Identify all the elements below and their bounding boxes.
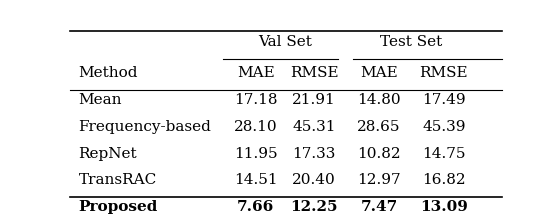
Text: 12.25: 12.25 xyxy=(290,200,338,214)
Text: 16.82: 16.82 xyxy=(422,173,465,187)
Text: 17.49: 17.49 xyxy=(422,93,465,107)
Text: 14.80: 14.80 xyxy=(357,93,401,107)
Text: 20.40: 20.40 xyxy=(292,173,336,187)
Text: Frequency-based: Frequency-based xyxy=(78,120,211,134)
Text: RMSE: RMSE xyxy=(420,67,468,80)
Text: MAE: MAE xyxy=(360,67,398,80)
Text: 7.47: 7.47 xyxy=(360,200,398,214)
Text: 14.75: 14.75 xyxy=(422,147,465,161)
Text: Mean: Mean xyxy=(78,93,122,107)
Text: 45.31: 45.31 xyxy=(292,120,336,134)
Text: 17.18: 17.18 xyxy=(234,93,277,107)
Text: 13.09: 13.09 xyxy=(420,200,468,214)
Text: RMSE: RMSE xyxy=(290,67,338,80)
Text: RepNet: RepNet xyxy=(78,147,137,161)
Text: MAE: MAE xyxy=(237,67,275,80)
Text: 10.82: 10.82 xyxy=(357,147,401,161)
Text: Test Set: Test Set xyxy=(380,35,442,50)
Text: Proposed: Proposed xyxy=(78,200,158,214)
Text: Val Set: Val Set xyxy=(258,35,312,50)
Text: Method: Method xyxy=(78,67,138,80)
Text: 21.91: 21.91 xyxy=(292,93,336,107)
Text: 45.39: 45.39 xyxy=(422,120,465,134)
Text: 17.33: 17.33 xyxy=(292,147,336,161)
Text: TransRAC: TransRAC xyxy=(78,173,157,187)
Text: 11.95: 11.95 xyxy=(234,147,277,161)
Text: 28.10: 28.10 xyxy=(234,120,277,134)
Text: 7.66: 7.66 xyxy=(237,200,275,214)
Text: 14.51: 14.51 xyxy=(234,173,277,187)
Text: 12.97: 12.97 xyxy=(357,173,401,187)
Text: 28.65: 28.65 xyxy=(357,120,401,134)
